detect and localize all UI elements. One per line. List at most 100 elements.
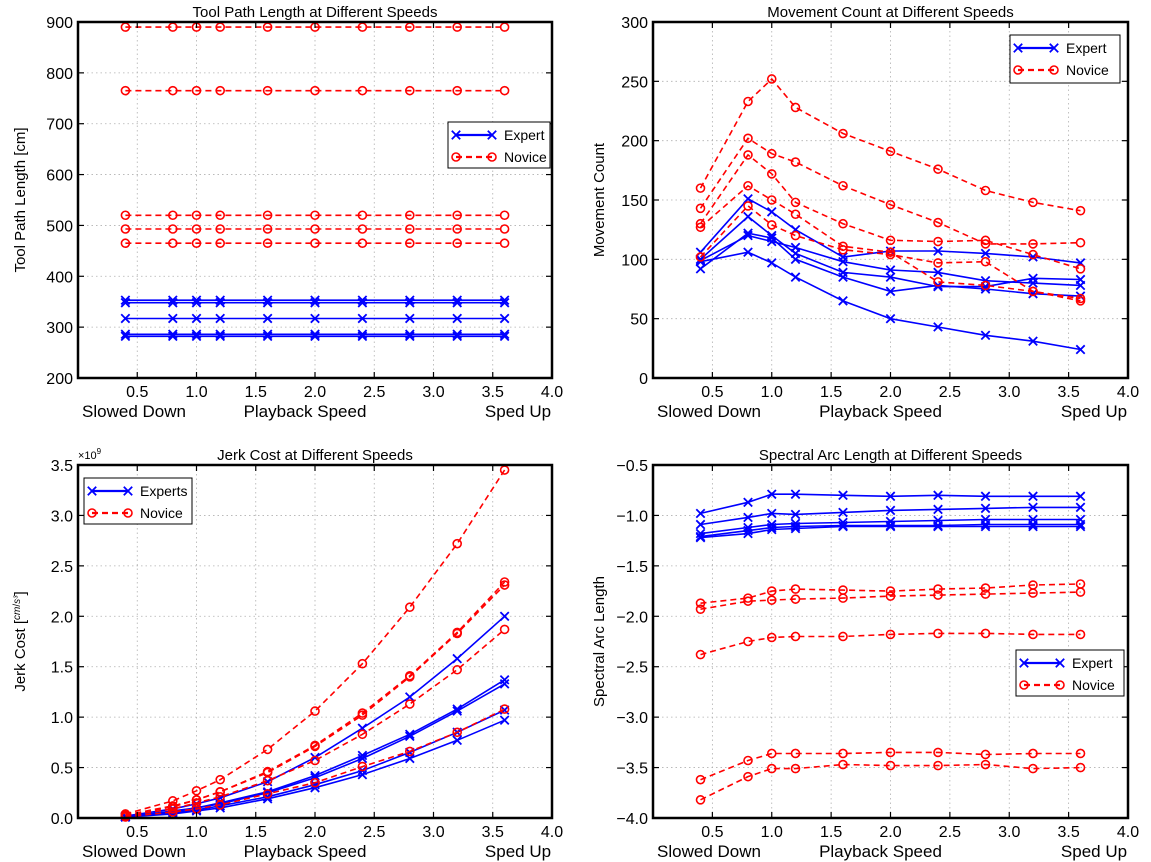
novice-point bbox=[838, 218, 848, 229]
expert-line bbox=[125, 683, 505, 818]
expert-point bbox=[885, 286, 896, 297]
novice-point bbox=[838, 180, 848, 191]
novice-point bbox=[1075, 205, 1086, 216]
expert-point bbox=[980, 330, 991, 341]
novice-point bbox=[838, 759, 848, 770]
expert-point bbox=[838, 507, 848, 518]
chart-panel-4: 0.5 1.0 1.5 2.0 2.5 3.0 3.5 4.0 −4.0 −3.5 −3.0 −2.5… bbox=[591, 447, 1139, 861]
y-tick-label: 0.5 bbox=[51, 761, 73, 778]
novice-point bbox=[215, 774, 225, 785]
novice-point bbox=[168, 807, 178, 817]
novice-point bbox=[933, 747, 943, 758]
novice-point bbox=[933, 628, 943, 639]
novice-line bbox=[700, 751, 1081, 781]
novice-point bbox=[357, 85, 368, 96]
novice-point bbox=[452, 238, 463, 249]
novice-point bbox=[1075, 762, 1086, 773]
expert-point bbox=[766, 508, 777, 519]
expert-point bbox=[404, 692, 415, 702]
novice-point bbox=[1028, 629, 1038, 640]
novice-point bbox=[933, 258, 943, 268]
x-axis-label: Playback Speed bbox=[244, 842, 367, 861]
novice-line bbox=[699, 77, 1081, 212]
novice-point bbox=[933, 217, 943, 228]
novice-point bbox=[743, 201, 753, 211]
expert-point bbox=[838, 256, 848, 267]
y-tick-label: 900 bbox=[46, 15, 73, 32]
novice-point bbox=[743, 636, 753, 647]
legend-marker bbox=[1049, 65, 1059, 75]
novice-line bbox=[700, 591, 1081, 610]
x-tick-label: 0.5 bbox=[126, 384, 148, 401]
novice-point bbox=[695, 774, 706, 785]
expert-point bbox=[452, 653, 463, 664]
novice-point bbox=[191, 238, 202, 249]
expert-point bbox=[885, 272, 896, 282]
expert-point bbox=[933, 504, 943, 515]
novice-point bbox=[766, 595, 777, 605]
chart-title: Movement Count at Different Speeds bbox=[767, 4, 1014, 21]
expert-point bbox=[215, 331, 226, 342]
y-tick-label: 700 bbox=[46, 117, 73, 134]
novice-point bbox=[1075, 264, 1086, 274]
novice-point bbox=[357, 210, 368, 221]
y-tick-label: 500 bbox=[46, 218, 73, 235]
novice-point bbox=[310, 706, 320, 716]
expert-point bbox=[452, 313, 463, 324]
expert-line bbox=[700, 251, 1081, 351]
novice-point bbox=[499, 210, 510, 221]
expert-point bbox=[310, 313, 320, 324]
expert-point bbox=[933, 490, 943, 501]
novice-point bbox=[790, 631, 801, 642]
expert-point bbox=[215, 297, 226, 308]
expert-point bbox=[885, 505, 896, 516]
novice-point bbox=[357, 238, 368, 249]
novice-point bbox=[980, 583, 991, 593]
novice-point bbox=[743, 596, 753, 606]
x-tick-label: 0.5 bbox=[701, 384, 723, 401]
chart-title: Jerk Cost at Different Speeds bbox=[217, 447, 413, 464]
expert-point bbox=[310, 297, 320, 308]
novice-point bbox=[790, 230, 801, 241]
ticks: 0.5 1.0 1.5 2.0 2.5 3.0 3.5 4.0 −4.0 −3.5 −3.0 −2.5… bbox=[616, 458, 1139, 841]
novice-point bbox=[695, 795, 706, 805]
novice-point bbox=[933, 277, 943, 287]
novice-point bbox=[1075, 296, 1086, 306]
novice-line bbox=[699, 184, 1081, 300]
novice-point bbox=[191, 224, 202, 234]
x-tick-label: 3.5 bbox=[1058, 384, 1080, 401]
expert-point bbox=[499, 674, 510, 685]
expert-point bbox=[790, 272, 801, 282]
expert-point bbox=[499, 297, 510, 308]
novice-point bbox=[310, 238, 320, 249]
expert-line bbox=[700, 523, 1081, 538]
x-tick-label: 3.0 bbox=[998, 384, 1020, 401]
novice-point bbox=[766, 748, 777, 759]
expert-point bbox=[980, 519, 991, 530]
legend-label-expert: Experts bbox=[140, 483, 187, 499]
expert-point bbox=[790, 242, 801, 253]
legend-marker bbox=[451, 130, 461, 140]
y-axis-label-denominator: s³ bbox=[12, 595, 23, 604]
legend-marker bbox=[1049, 43, 1059, 53]
novice-point bbox=[262, 775, 273, 786]
legend-label-novice: Novice bbox=[1072, 677, 1115, 693]
novice-point bbox=[790, 102, 801, 113]
expert-line bbox=[700, 525, 1081, 539]
expert-point bbox=[838, 521, 848, 532]
novice-point bbox=[790, 209, 801, 220]
novice-point bbox=[452, 538, 463, 549]
x-axis-label: Playback Speed bbox=[819, 402, 942, 421]
expert-point bbox=[766, 207, 777, 217]
expert-point bbox=[885, 491, 896, 502]
legend-marker bbox=[487, 152, 497, 162]
y-axis-label-close: ] bbox=[12, 591, 29, 595]
expert-point bbox=[790, 523, 801, 534]
novice-line bbox=[125, 469, 506, 815]
novice-point bbox=[1075, 237, 1086, 248]
expert-point bbox=[1028, 521, 1038, 532]
novice-point bbox=[168, 804, 178, 814]
y-tick-label: 1.0 bbox=[51, 710, 73, 727]
expert-point bbox=[1028, 278, 1038, 288]
